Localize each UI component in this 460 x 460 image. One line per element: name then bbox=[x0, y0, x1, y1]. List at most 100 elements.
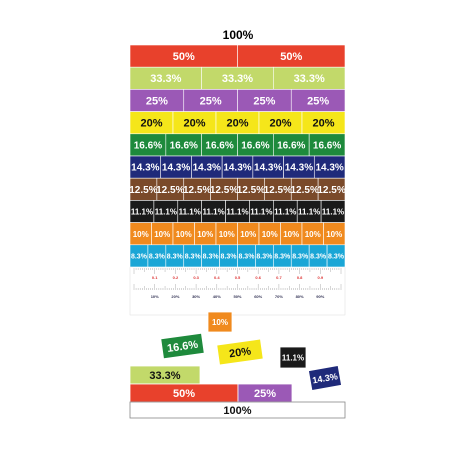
tile-label: 25% bbox=[254, 388, 276, 400]
tile-label: 16.6% bbox=[241, 141, 269, 152]
percent-label: 40% bbox=[213, 294, 221, 299]
tile-label: 11.1% bbox=[226, 208, 248, 217]
tile-label: 11.1% bbox=[179, 208, 201, 217]
decimal-label: 0.9 bbox=[318, 275, 324, 280]
tile-label: 10% bbox=[326, 230, 342, 239]
tile bbox=[326, 244, 346, 268]
tile-label: 8.3% bbox=[310, 254, 327, 261]
tile-label: 25% bbox=[200, 95, 222, 107]
tile-label: 16.6% bbox=[134, 141, 162, 152]
tile-label: 16.6% bbox=[166, 339, 199, 355]
tile-label: 12.5% bbox=[210, 185, 238, 196]
tile-label: 10% bbox=[133, 230, 149, 239]
decimal-label: 0.7 bbox=[276, 275, 282, 280]
tile-label: 12.5% bbox=[237, 185, 265, 196]
tile-label: 10% bbox=[219, 230, 235, 239]
decimal-label: 0.8 bbox=[297, 275, 303, 280]
tile-label: 100% bbox=[223, 405, 251, 417]
tile-label: 14.3% bbox=[193, 163, 221, 174]
tile-label: 12.5% bbox=[291, 185, 319, 196]
tile-label: 8.3% bbox=[221, 254, 238, 261]
percent-label: 20% bbox=[171, 294, 179, 299]
tile-label: 8.3% bbox=[238, 254, 255, 261]
decimal-label: 0.1 bbox=[152, 275, 158, 280]
tile-label: 10% bbox=[240, 230, 256, 239]
loose-tile: 14.3% bbox=[308, 365, 342, 391]
tile-label: 11.1% bbox=[322, 208, 344, 217]
tile-label: 12.5% bbox=[183, 185, 211, 196]
tile-label: 33.3% bbox=[294, 73, 325, 85]
tile-label: 50% bbox=[173, 51, 195, 63]
decimal-label: 0.3 bbox=[193, 275, 199, 280]
tile-label: 14.3% bbox=[312, 371, 339, 385]
tile-label: 10% bbox=[283, 230, 299, 239]
tile-label: 50% bbox=[173, 388, 195, 400]
ruler bbox=[129, 266, 346, 316]
tile-label: 12.5% bbox=[317, 185, 345, 196]
tile-label: 16.6% bbox=[313, 141, 341, 152]
tile-label: 16.6% bbox=[277, 141, 305, 152]
tile-label: 14.3% bbox=[223, 163, 251, 174]
tile-label: 11.1% bbox=[274, 208, 296, 217]
percent-label: 90% bbox=[316, 294, 324, 299]
tile-label: 11.1% bbox=[155, 208, 177, 217]
percent-label: 30% bbox=[192, 294, 200, 299]
tile-label: 11.1% bbox=[282, 354, 304, 363]
decimal-label: 0.2 bbox=[173, 275, 179, 280]
decimal-label: 0.5 bbox=[235, 275, 241, 280]
tile bbox=[129, 401, 346, 419]
tile-label: 10% bbox=[154, 230, 170, 239]
percent-label: 10% bbox=[151, 294, 159, 299]
percent-label: 50% bbox=[233, 294, 241, 299]
tile-label: 16.6% bbox=[170, 141, 198, 152]
percent-label: 80% bbox=[296, 294, 304, 299]
percent-label: 60% bbox=[254, 294, 262, 299]
loose-tile: 33.3% bbox=[129, 365, 201, 385]
tile-label: 20% bbox=[312, 118, 334, 130]
tile-label: 10% bbox=[176, 230, 192, 239]
tile-label: 11.1% bbox=[131, 208, 153, 217]
decimal-label: 0.6 bbox=[255, 275, 261, 280]
tile-label: 14.3% bbox=[162, 163, 190, 174]
tile-label: 20% bbox=[140, 118, 162, 130]
title: 100% bbox=[223, 28, 254, 42]
tile-label: 12.5% bbox=[264, 185, 292, 196]
tile-label: 33.3% bbox=[150, 73, 181, 85]
tile-label: 14.3% bbox=[315, 163, 343, 174]
tile bbox=[308, 365, 342, 391]
tile-label: 10% bbox=[305, 230, 321, 239]
tile-label: 14.3% bbox=[285, 163, 313, 174]
tile-label: 8.3% bbox=[328, 254, 345, 261]
loose-tile: 16.6% bbox=[160, 332, 205, 360]
tile-label: 11.1% bbox=[202, 208, 224, 217]
tile-label: 20% bbox=[183, 118, 205, 130]
tile bbox=[160, 332, 205, 360]
tile-label: 12.5% bbox=[129, 185, 157, 196]
tile-label: 11.1% bbox=[250, 208, 272, 217]
tile-label: 8.3% bbox=[167, 254, 184, 261]
tile-label: 16.6% bbox=[205, 141, 233, 152]
tile-label: 10% bbox=[262, 230, 278, 239]
tile-label: 8.3% bbox=[256, 254, 273, 261]
tile-label: 20% bbox=[228, 345, 252, 360]
loose-tile: 20% bbox=[216, 338, 264, 366]
tile-label: 14.3% bbox=[131, 163, 159, 174]
loose-tile: 10% bbox=[207, 311, 233, 333]
tile-label: 33.3% bbox=[222, 73, 253, 85]
tile-label: 20% bbox=[269, 118, 291, 130]
decimal-label: 0.4 bbox=[214, 275, 220, 280]
loose-tile: 25% bbox=[237, 383, 293, 403]
tile-label: 12.5% bbox=[156, 185, 184, 196]
tile-label: 25% bbox=[253, 95, 275, 107]
loose-tile: 50% bbox=[129, 383, 239, 403]
tile-label: 10% bbox=[197, 230, 213, 239]
tile-label: 14.3% bbox=[254, 163, 282, 174]
tile bbox=[216, 338, 264, 366]
tile-label: 8.3% bbox=[203, 254, 220, 261]
tile-label: 8.3% bbox=[185, 254, 202, 261]
tile-label: 50% bbox=[280, 51, 302, 63]
tile-label: 20% bbox=[226, 118, 248, 130]
loose-tile: 11.1% bbox=[279, 346, 307, 369]
tile bbox=[279, 346, 307, 369]
